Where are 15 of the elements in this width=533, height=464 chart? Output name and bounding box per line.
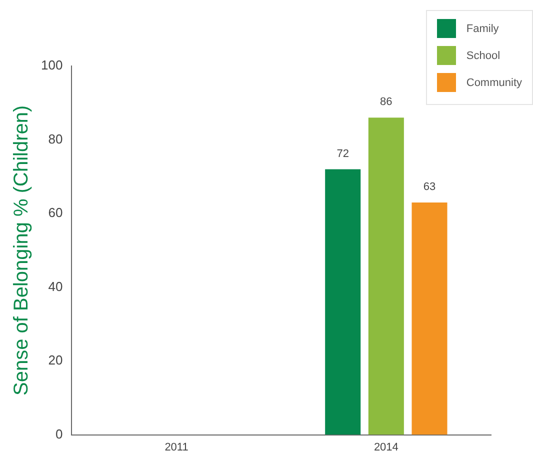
x-tick-label: 2011: [164, 441, 188, 454]
y-tick-label: 60: [48, 205, 63, 220]
x-tick-label: 2014: [374, 441, 398, 454]
y-tick-label: 80: [48, 131, 63, 146]
data-label: 86: [380, 96, 392, 108]
legend-label: Family: [466, 22, 499, 34]
y-tick-label: 0: [55, 426, 63, 442]
legend-label: School: [466, 50, 500, 62]
data-label: 72: [336, 148, 349, 160]
y-tick-label: 100: [40, 58, 63, 73]
y-tick-label: 20: [48, 352, 63, 368]
data-label: 63: [423, 180, 436, 193]
legend-label: Community: [466, 76, 522, 88]
y-tick-label: 40: [48, 278, 63, 294]
y-axis-title: Sense of Belonging % (Children): [10, 105, 33, 396]
